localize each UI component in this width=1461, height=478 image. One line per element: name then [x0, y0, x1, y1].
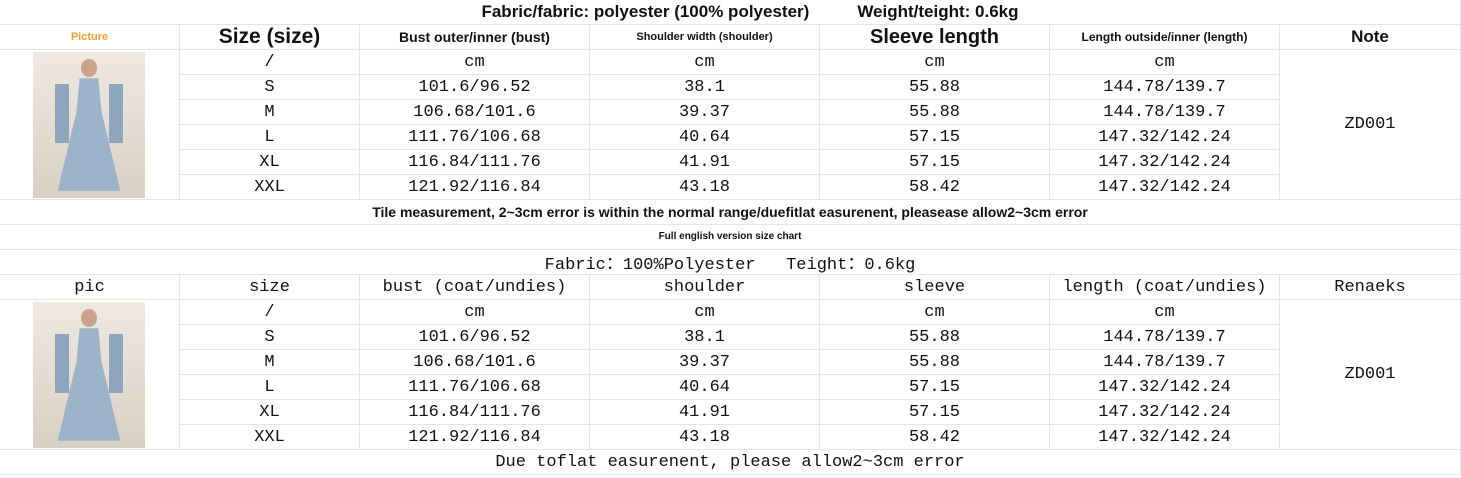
data-cell: 144.78/139.7 [1050, 350, 1280, 375]
title-row: Fabric：100%Polyester Teight：0.6kg [0, 250, 1461, 275]
data-cell: M [180, 100, 360, 125]
data-cell: 55.88 [820, 350, 1050, 375]
data-cell: 58.42 [820, 175, 1050, 200]
data-cell: M [180, 350, 360, 375]
header-cell: Renaeks [1280, 275, 1461, 300]
data-cell: S [180, 325, 360, 350]
header-cell: pic [0, 275, 180, 300]
data-cell: 144.78/139.7 [1050, 325, 1280, 350]
data-cell: 40.64 [590, 375, 820, 400]
header-cell: size [180, 275, 360, 300]
header-cell: Shoulder width (shoulder) [590, 25, 820, 50]
data-cell: 41.91 [590, 150, 820, 175]
product-photo [33, 302, 145, 448]
data-cell: 40.64 [590, 125, 820, 150]
data-cell: 121.92/116.84 [360, 425, 590, 450]
header-cell: Picture [0, 25, 180, 50]
data-cell: cm [360, 50, 590, 75]
data-cell: 38.1 [590, 325, 820, 350]
data-cell: 147.32/142.24 [1050, 150, 1280, 175]
data-cell: 55.88 [820, 100, 1050, 125]
data-cell: 43.18 [590, 425, 820, 450]
data-cell: 38.1 [590, 75, 820, 100]
footnote: Due toflat easurenent, please allow2~3cm… [0, 450, 1461, 475]
photo-cell [0, 50, 180, 200]
data-cell: cm [360, 300, 590, 325]
data-cell: / [180, 50, 360, 75]
data-cell: cm [820, 50, 1050, 75]
header-cell: Size (size) [180, 25, 360, 50]
data-cell: 57.15 [820, 400, 1050, 425]
data-cell: cm [1050, 50, 1280, 75]
data-cell: 57.15 [820, 375, 1050, 400]
subtitle: Full english version size chart [0, 225, 1461, 250]
data-cell: 101.6/96.52 [360, 325, 590, 350]
data-cell: cm [590, 50, 820, 75]
footnote: Tile measurement, 2~3cm error is within … [0, 200, 1461, 225]
header-cell: Bust outer/inner (bust) [360, 25, 590, 50]
header-cell: length (coat/undies) [1050, 275, 1280, 300]
data-cell: / [180, 300, 360, 325]
note-cell: ZD001 [1280, 300, 1461, 450]
data-cell: 147.32/142.24 [1050, 425, 1280, 450]
data-cell: 144.78/139.7 [1050, 75, 1280, 100]
data-cell: 58.42 [820, 425, 1050, 450]
data-cell: 101.6/96.52 [360, 75, 590, 100]
data-cell: 57.15 [820, 150, 1050, 175]
data-cell: 116.84/111.76 [360, 150, 590, 175]
data-cell: 106.68/101.6 [360, 100, 590, 125]
title-text: Fabric/fabric: polyester (100% polyester… [481, 2, 810, 21]
note-cell: ZD001 [1280, 50, 1461, 200]
data-cell: cm [1050, 300, 1280, 325]
data-cell: XL [180, 400, 360, 425]
data-cell: XXL [180, 425, 360, 450]
data-cell: 41.91 [590, 400, 820, 425]
data-cell: S [180, 75, 360, 100]
header-cell: bust (coat/undies) [360, 275, 590, 300]
data-cell: 43.18 [590, 175, 820, 200]
data-cell: 121.92/116.84 [360, 175, 590, 200]
data-cell: 55.88 [820, 325, 1050, 350]
data-cell: 147.32/142.24 [1050, 175, 1280, 200]
data-cell: L [180, 375, 360, 400]
data-cell: 39.37 [590, 100, 820, 125]
data-cell: L [180, 125, 360, 150]
header-cell: Note [1280, 25, 1461, 50]
data-cell: 147.32/142.24 [1050, 375, 1280, 400]
header-cell: shoulder [590, 275, 820, 300]
data-cell: 39.37 [590, 350, 820, 375]
data-cell: XL [180, 150, 360, 175]
header-cell: Sleeve length [820, 25, 1050, 50]
data-cell: 116.84/111.76 [360, 400, 590, 425]
data-cell: cm [590, 300, 820, 325]
header-cell: sleeve [820, 275, 1050, 300]
data-cell: 144.78/139.7 [1050, 100, 1280, 125]
photo-cell [0, 300, 180, 450]
data-cell: 55.88 [820, 75, 1050, 100]
data-cell: 147.32/142.24 [1050, 125, 1280, 150]
data-cell: 111.76/106.68 [360, 375, 590, 400]
data-cell: XXL [180, 175, 360, 200]
data-cell: 106.68/101.6 [360, 350, 590, 375]
title-text: Weight/teight: 0.6kg [857, 2, 1019, 21]
data-cell: cm [820, 300, 1050, 325]
data-cell: 57.15 [820, 125, 1050, 150]
header-cell: Length outside/inner (length) [1050, 25, 1280, 50]
data-cell: 111.76/106.68 [360, 125, 590, 150]
product-photo [33, 52, 145, 198]
data-cell: 147.32/142.24 [1050, 400, 1280, 425]
title-row: Fabric/fabric: polyester (100% polyester… [0, 0, 1461, 25]
